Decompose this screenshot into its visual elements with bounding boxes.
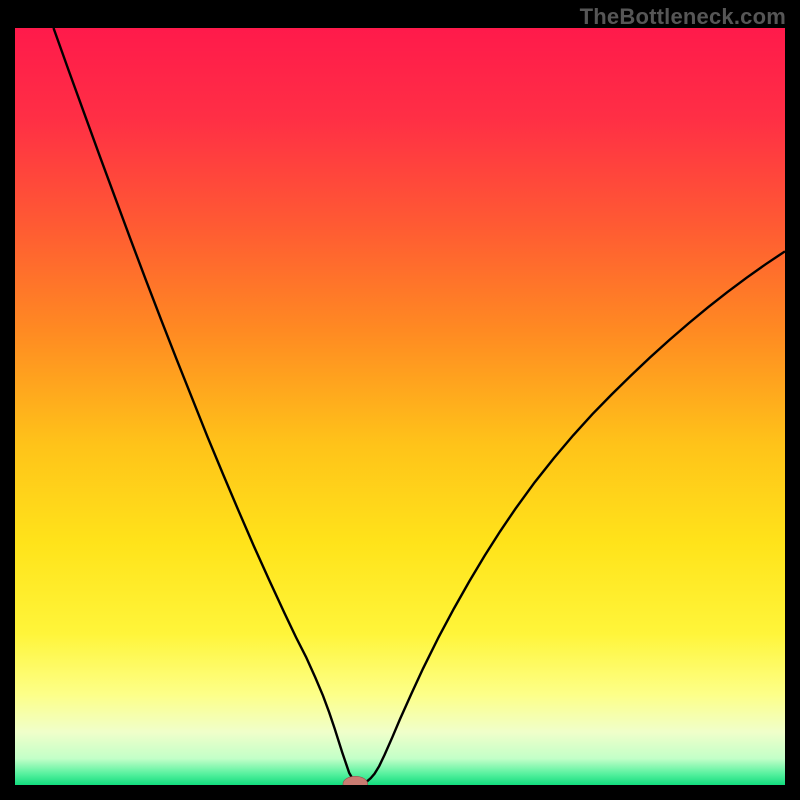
gradient-background	[15, 28, 785, 785]
watermark-text: TheBottleneck.com	[580, 4, 786, 30]
bottleneck-chart	[15, 28, 785, 785]
chart-frame: TheBottleneck.com	[0, 0, 800, 800]
plot-area	[15, 28, 785, 785]
